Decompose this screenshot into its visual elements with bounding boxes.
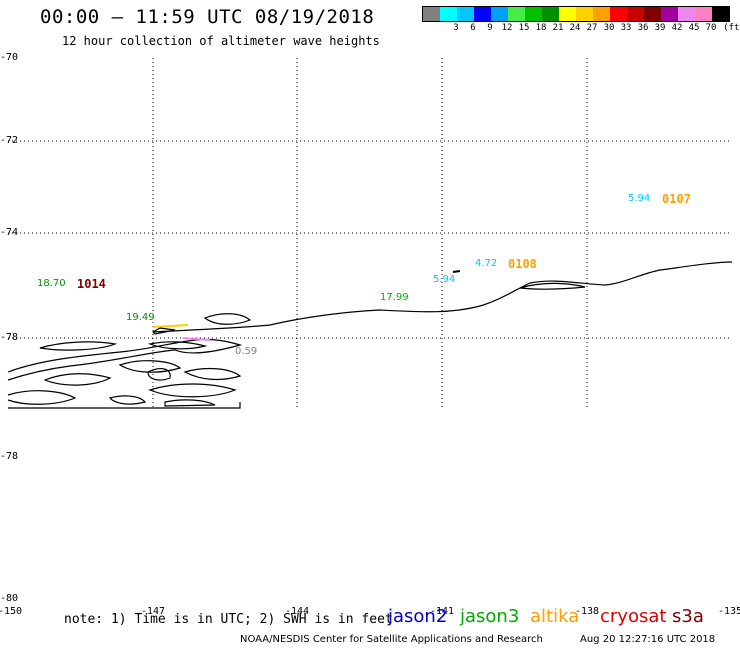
lon-label: -144 bbox=[284, 606, 310, 617]
legend-label: 18 bbox=[535, 23, 547, 33]
wave-height-value: 0.59 bbox=[235, 346, 258, 357]
satellite-label-s3a: s3a bbox=[672, 606, 704, 627]
legend-swatch bbox=[695, 7, 712, 21]
legend-label: 3 bbox=[453, 23, 459, 33]
legend-label: 39 bbox=[654, 23, 666, 33]
lon-label: -138 bbox=[574, 606, 600, 617]
legend-swatch bbox=[610, 7, 627, 21]
legend-unit: (ft) bbox=[723, 23, 740, 33]
legend-swatch bbox=[474, 7, 491, 21]
legend-swatch bbox=[678, 7, 695, 21]
legend-label: 45 bbox=[688, 23, 700, 33]
satellite-label-altika: altika bbox=[530, 606, 580, 627]
lat-label: -74 bbox=[0, 227, 19, 238]
credit-line: NOAA/NESDIS Center for Satellite Applica… bbox=[240, 634, 543, 645]
wave-height-value: 18.70 bbox=[37, 278, 66, 289]
color-scale-legend bbox=[422, 6, 730, 22]
satellite-label-cryosat: cryosat bbox=[600, 606, 667, 627]
wave-height-value: 5.94 bbox=[433, 274, 456, 285]
legend-swatch bbox=[627, 7, 644, 21]
legend-label: 15 bbox=[518, 23, 530, 33]
legend-swatch bbox=[457, 7, 474, 21]
legend-label: 36 bbox=[637, 23, 649, 33]
legend-swatch bbox=[491, 7, 508, 21]
legend-swatch bbox=[508, 7, 525, 21]
legend-swatch bbox=[593, 7, 610, 21]
legend-label: 6 bbox=[470, 23, 476, 33]
lat-label: -80 bbox=[0, 593, 19, 604]
legend-swatch bbox=[559, 7, 576, 21]
pass-id-label: 0107 bbox=[662, 192, 691, 206]
legend-label: 12 bbox=[501, 23, 513, 33]
lat-label: -70 bbox=[0, 52, 19, 63]
legend-swatch bbox=[440, 7, 457, 21]
map-subtitle: 12 hour collection of altimeter wave hei… bbox=[62, 34, 380, 48]
lat-label: -78 bbox=[0, 451, 19, 462]
satellite-label-jason3: jason3 bbox=[460, 606, 520, 627]
track-segments bbox=[152, 270, 461, 341]
wave-height-value: 19.49 bbox=[126, 312, 155, 323]
legend-swatch bbox=[525, 7, 542, 21]
coastline bbox=[7, 261, 733, 409]
lat-label: -78 bbox=[0, 332, 19, 343]
lat-label: -72 bbox=[0, 135, 19, 146]
legend-swatch bbox=[542, 7, 559, 21]
legend-label: 24 bbox=[569, 23, 581, 33]
satellite-label-jason2: jason2 bbox=[388, 606, 448, 627]
legend-label: 30 bbox=[603, 23, 615, 33]
legend-swatch bbox=[423, 7, 440, 21]
legend-label: 27 bbox=[586, 23, 598, 33]
lon-label: -135 bbox=[717, 606, 740, 617]
lon-label: -147 bbox=[140, 606, 166, 617]
wave-height-value: 17.99 bbox=[380, 292, 409, 303]
legend-label: 70 bbox=[705, 23, 717, 33]
legend-label: 33 bbox=[620, 23, 632, 33]
legend-label: 9 bbox=[487, 23, 493, 33]
graticule bbox=[8, 58, 732, 408]
wave-height-value: 4.72 bbox=[475, 258, 498, 269]
footer-note: note: 1) Time is in UTC; 2) SWH is in fe… bbox=[64, 612, 393, 627]
map-title: 00:00 – 11:59 UTC 08/19/2018 bbox=[40, 6, 375, 28]
wave-height-value: 5.94 bbox=[628, 193, 651, 204]
generation-timestamp: Aug 20 12:27:16 UTC 2018 bbox=[580, 634, 716, 645]
legend-swatch bbox=[576, 7, 593, 21]
lon-label: -141 bbox=[429, 606, 455, 617]
pass-id-label: 1014 bbox=[77, 277, 106, 291]
legend-swatch bbox=[644, 7, 661, 21]
legend-swatch bbox=[712, 7, 729, 21]
legend-label: 21 bbox=[552, 23, 564, 33]
pass-id-label: 0108 bbox=[508, 257, 537, 271]
lon-label: -150 bbox=[0, 606, 23, 617]
legend-swatch bbox=[661, 7, 678, 21]
legend-label: 42 bbox=[671, 23, 683, 33]
